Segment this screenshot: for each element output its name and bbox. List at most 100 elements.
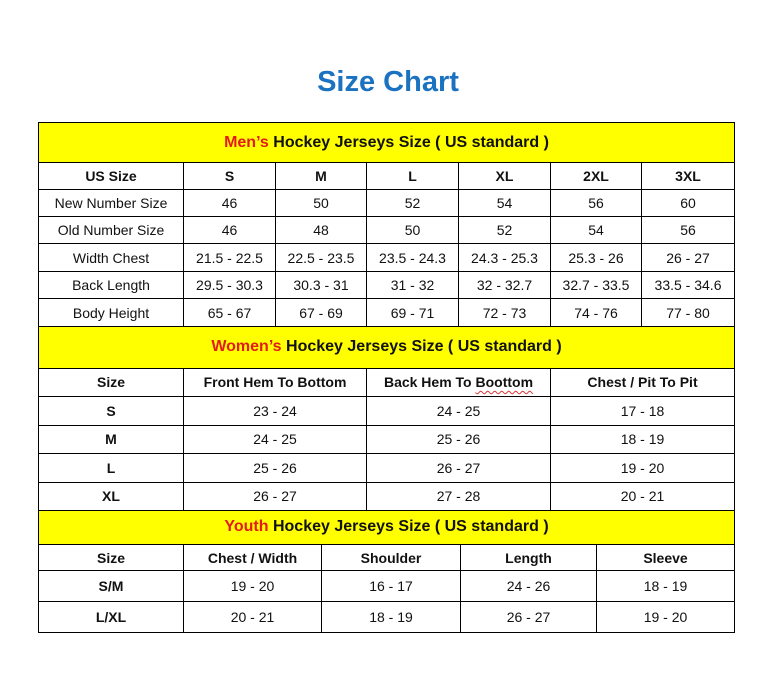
column-header-label: Size	[96, 374, 125, 390]
table-cell: 26 - 27	[366, 453, 551, 483]
table-cell: 27 - 28	[366, 482, 551, 511]
column-header-label: Front Hem To Bottom	[203, 374, 347, 390]
column-header-label: Chest / Pit To Pit	[587, 374, 698, 390]
column-header-label: Shoulder	[360, 549, 422, 566]
column-header: US Size	[38, 162, 184, 190]
table-cell: 24 - 26	[460, 570, 597, 602]
table-cell: 50	[366, 216, 459, 244]
table-cell: 22.5 - 23.5	[275, 243, 367, 272]
table-cell: 26 - 27	[460, 601, 597, 633]
table-cell: 46	[183, 189, 276, 217]
row-label: L/XL	[38, 601, 184, 633]
table-cell: 74 - 76	[550, 298, 642, 327]
table-cell: 19 - 20	[549, 453, 736, 483]
table-row: S 23 - 24 24 - 25 17 - 18	[38, 396, 736, 426]
table-cell: 21.5 - 22.5	[183, 243, 276, 272]
table-row: XL 26 - 27 27 - 28 20 - 21	[38, 482, 736, 511]
table-cell: 18 - 19	[595, 570, 736, 602]
mens-size-table: Men’s Hockey Jerseys Size ( US standard …	[37, 122, 736, 327]
table-row: Old Number Size 46 48 50 52 54 56	[38, 216, 736, 244]
column-header-label: 3XL	[675, 168, 701, 184]
column-header-label: Length	[505, 549, 552, 566]
table-row: Body Height 65 - 67 67 - 69 69 - 71 72 - 73 7…	[38, 298, 736, 327]
row-label: S/M	[38, 570, 184, 602]
column-header: Back Hem To Boottom	[366, 368, 551, 397]
table-row: L/XL 20 - 21 18 - 19 26 - 27 19 - 20	[38, 601, 736, 633]
row-label: Old Number Size	[38, 216, 184, 244]
table-cell: 32.7 - 33.5	[550, 271, 642, 299]
column-header-label: S	[224, 168, 235, 184]
column-header: S	[183, 162, 276, 190]
section-accent-label: Women’s	[211, 338, 282, 356]
spellcheck-underline: Boottom	[475, 374, 534, 390]
table-cell: 26 - 27	[640, 243, 736, 272]
table-cell: 18 - 19	[549, 425, 736, 454]
column-header: Chest / Width	[183, 544, 322, 571]
table-cell: 19 - 20	[595, 601, 736, 633]
table-cell: 52	[458, 216, 551, 244]
table-cell: 25 - 26	[366, 425, 551, 454]
row-label: L	[38, 453, 184, 483]
page-title: Size Chart	[317, 66, 459, 98]
table-cell: 20 - 21	[183, 601, 322, 633]
column-header-label: Sleeve	[643, 549, 688, 566]
table-row: Width Chest 21.5 - 22.5 22.5 - 23.5 23.5 - …	[38, 243, 736, 272]
table-cell: 23 - 24	[183, 396, 367, 426]
column-header: Sleeve	[595, 544, 736, 571]
column-header: Length	[460, 544, 597, 571]
column-header: 3XL	[640, 162, 736, 190]
row-label: M	[38, 425, 184, 454]
row-label: S	[38, 396, 184, 426]
womens-section-heading: Women’s Hockey Jerseys Size ( US standar…	[37, 327, 736, 369]
row-label: Back Length	[38, 271, 184, 299]
table-cell: 23.5 - 24.3	[366, 243, 459, 272]
column-header: Size	[38, 544, 184, 571]
column-header-label: L	[408, 168, 417, 184]
table-cell: 25.3 - 26	[550, 243, 642, 272]
table-cell: 72 - 73	[458, 298, 551, 327]
table-cell: 24.3 - 25.3	[458, 243, 551, 272]
table-cell: 50	[275, 189, 367, 217]
youth-section-heading: Youth Hockey Jerseys Size ( US standard …	[37, 510, 736, 545]
section-accent-label: Men’s	[224, 133, 269, 151]
column-header: Front Hem To Bottom	[183, 368, 367, 397]
table-cell: 30.3 - 31	[275, 271, 367, 299]
table-row: M 24 - 25 25 - 26 18 - 19	[38, 425, 736, 454]
row-label: Width Chest	[38, 243, 184, 272]
table-cell: 46	[183, 216, 276, 244]
womens-size-table: Women’s Hockey Jerseys Size ( US standar…	[37, 327, 736, 511]
header-row: US Size S M L XL 2XL 3XL	[38, 162, 736, 190]
youth-size-table: Youth Hockey Jerseys Size ( US standard …	[37, 510, 736, 633]
table-cell: 56	[640, 216, 736, 244]
table-cell: 48	[275, 216, 367, 244]
row-label: Body Height	[38, 298, 184, 327]
table-cell: 16 - 17	[321, 570, 461, 602]
table-cell: 17 - 18	[549, 396, 736, 426]
column-header-label: Chest / Width	[207, 549, 298, 566]
table-cell: 54	[458, 189, 551, 217]
column-header-label: US Size	[85, 168, 137, 184]
column-header: Chest / Pit To Pit	[549, 368, 736, 397]
table-cell: 29.5 - 30.3	[183, 271, 276, 299]
table-cell: 52	[366, 189, 459, 217]
column-header-label: 2XL	[583, 168, 609, 184]
column-header: L	[366, 162, 459, 190]
table-row: L 25 - 26 26 - 27 19 - 20	[38, 453, 736, 483]
section-heading-text: Hockey Jerseys Size ( US standard )	[268, 133, 549, 151]
column-header: 2XL	[550, 162, 642, 190]
table-cell: 24 - 25	[366, 396, 551, 426]
header-row: Size Front Hem To Bottom Back Hem To Boott…	[38, 368, 736, 397]
section-heading-text: Hockey Jerseys Size ( US standard )	[281, 338, 562, 356]
table-cell: 18 - 19	[321, 601, 461, 633]
section-accent-label: Youth	[224, 518, 269, 536]
table-cell: 25 - 26	[183, 453, 367, 483]
table-cell: 19 - 20	[183, 570, 322, 602]
column-header-label: M	[315, 168, 327, 184]
header-row: Size Chest / Width Shoulder Length Sleeve	[38, 544, 736, 571]
column-header-label: Size	[96, 549, 125, 566]
table-row: S/M 19 - 20 16 - 17 24 - 26 18 - 19	[38, 570, 736, 602]
table-cell: 20 - 21	[549, 482, 736, 511]
table-cell: 65 - 67	[183, 298, 276, 327]
table-cell: 26 - 27	[183, 482, 367, 511]
table-cell: 32 - 32.7	[458, 271, 551, 299]
